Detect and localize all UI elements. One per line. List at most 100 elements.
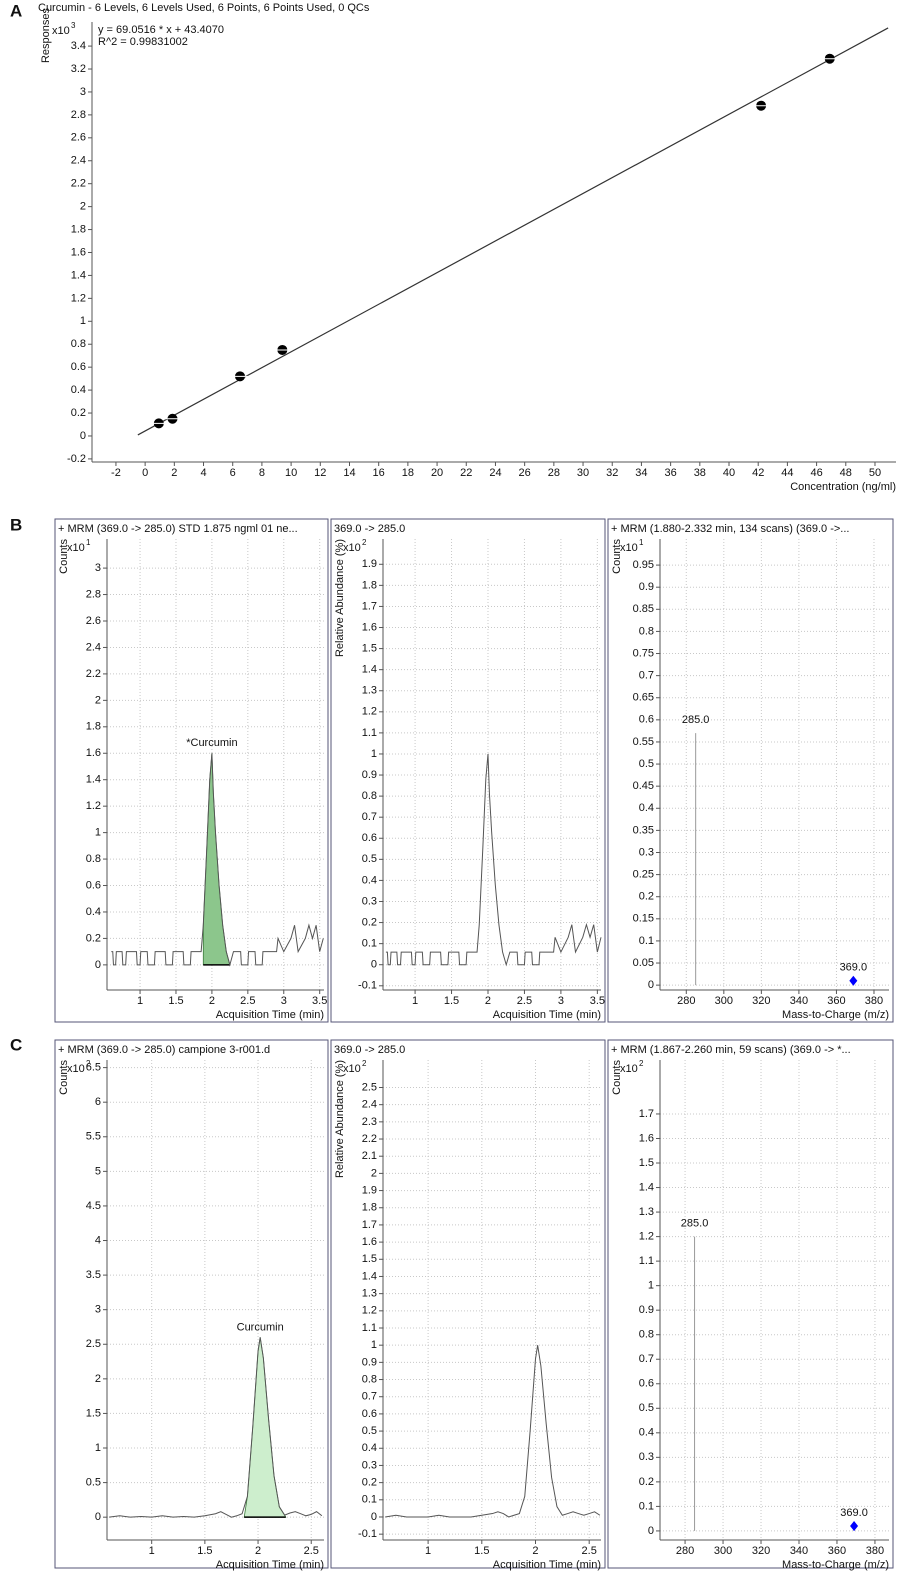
y-tick-label: 0.8 [71,338,86,350]
y-tick-label: 0.65 [633,692,654,704]
panel-frame [54,1039,329,1569]
y-tick-label: 0.4 [639,1427,654,1439]
x-tick-label: 360 [827,995,845,1007]
y-tick-label: 1.6 [86,747,101,759]
x-tick-label: 18 [402,467,414,479]
y-tick-label: 2.2 [362,1133,377,1145]
peak-area [243,1337,287,1518]
chart-title: + MRM (1.867-2.260 min, 59 scans) (369.0… [611,1044,851,1056]
panel-label: A [10,1,22,20]
y-tick-label: 2.5 [362,1081,377,1093]
x-axis-label: Mass-to-Charge (m/z) [782,1009,889,1021]
x-tick-label: 2 [171,467,177,479]
peak-area [202,753,231,966]
y-axis-label: Responses [40,8,52,64]
y-tick-label: 0 [95,959,101,971]
y-tick-label: 0 [371,959,377,971]
y-tick-label: 1.4 [639,1181,654,1193]
x-tick-label: 4 [200,467,206,479]
precursor-marker [850,1521,859,1532]
y-tick-label: 0.25 [633,869,654,881]
y-tick-label: 1.6 [71,246,86,258]
y-tick-label: 0.5 [639,1402,654,1414]
y-tick-label: 1.6 [362,1236,377,1248]
y-tick-label: 0.2 [639,1476,654,1488]
y-axis-label: Relative Abundance (%) [334,1060,346,1178]
x-tick-label: -2 [111,467,121,479]
y-tick-label: 1.9 [362,1184,377,1196]
x-tick-label: 12 [314,467,326,479]
y-multiplier-exponent: 2 [362,538,367,547]
y-tick-label: 1 [371,748,377,760]
y-tick-label: 2.8 [86,588,101,600]
fit-line [137,27,889,436]
y-tick-label: 2.5 [86,1338,101,1350]
chart-title: + MRM (369.0 -> 285.0) campione 3-r001.d [58,1044,270,1056]
y-tick-label: 2 [371,1167,377,1179]
y-tick-label: 1.8 [86,721,101,733]
y-tick-label: 0.8 [362,1373,377,1385]
trace [385,753,602,967]
x-tick-label: 2.5 [582,1545,597,1557]
peak-annotation: *Curcumin [186,737,237,749]
x-tick-label: 10 [285,467,297,479]
x-tick-label: 26 [519,467,531,479]
x-tick-label: 3.5 [312,995,327,1007]
trace [385,1345,601,1518]
chart-panel: + MRM (369.0 -> 285.0) STD 1.875 ngml 01… [54,518,329,1023]
chart-title: 369.0 -> 285.0 [334,1044,405,1056]
y-multiplier: x10 [52,25,70,37]
y-tick-label: 0.9 [639,581,654,593]
y-tick-label: 0.5 [639,758,654,770]
panel-frame [54,518,329,1023]
y-tick-label: 3 [80,86,86,98]
y-tick-label: 1.6 [362,621,377,633]
y-tick-label: 0.95 [633,559,654,571]
y-tick-label: 1.4 [86,774,101,786]
y-tick-label: 0.7 [639,670,654,682]
y-tick-label: 0.1 [639,935,654,947]
x-tick-label: 2.5 [304,1545,319,1557]
y-tick-label: 6.5 [86,1062,101,1074]
y-multiplier-exponent: 2 [362,1059,367,1068]
annotation: R^2 = 0.99831002 [98,36,188,48]
chart-title: + MRM (369.0 -> 285.0) STD 1.875 ngml 01… [58,523,298,535]
trace [111,753,324,967]
x-tick-label: 48 [840,467,852,479]
y-tick-label: 0 [371,1511,377,1523]
x-tick-label: 24 [489,467,501,479]
y-tick-label: 1.2 [362,706,377,718]
y-tick-label: 0.7 [639,1353,654,1365]
panel-label: B [10,515,22,534]
panel-frame [330,1039,606,1569]
chart-title: + MRM (1.880-2.332 min, 134 scans) (369.… [611,523,849,535]
y-tick-label: 0.1 [639,1500,654,1512]
y-tick-label: 0.45 [633,780,654,792]
chart-panel: + MRM (1.880-2.332 min, 134 scans) (369.… [607,518,894,1023]
y-tick-label: 2.1 [362,1150,377,1162]
y-tick-label: 0.55 [633,736,654,748]
y-tick-label: 1.2 [639,1231,654,1243]
x-tick-label: 44 [781,467,793,479]
x-tick-label: 3 [558,995,564,1007]
y-tick-label: 1.5 [86,1407,101,1419]
x-tick-label: 38 [694,467,706,479]
peak-label: 369.0 [840,1507,868,1519]
y-axis-label: Counts [611,1060,623,1095]
y-tick-label: 3.4 [71,40,86,52]
x-tick-label: 6 [230,467,236,479]
y-tick-label: 0.7 [362,1391,377,1403]
x-tick-label: 380 [866,1545,884,1557]
x-tick-label: 50 [869,467,881,479]
y-tick-label: 1.9 [362,558,377,570]
y-tick-label: 0.8 [639,1329,654,1341]
x-axis-label: Acquisition Time (min) [493,1009,601,1021]
y-tick-label: 1.5 [639,1157,654,1169]
x-tick-label: 1.5 [168,995,183,1007]
y-tick-label: 0.2 [71,407,86,419]
y-multiplier-exponent: 1 [639,538,644,547]
y-tick-label: 2.6 [86,615,101,627]
